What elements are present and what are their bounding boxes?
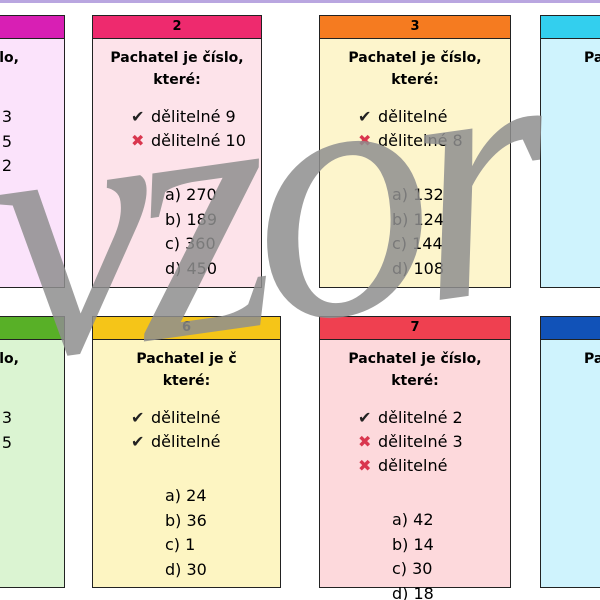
check-icon: ✔ — [358, 107, 372, 126]
option: 3 — [1, 408, 12, 427]
card-header — [541, 317, 600, 340]
check-icon: ✔ — [358, 408, 372, 427]
card: Pachat — [540, 15, 600, 288]
cross-icon: ✖ — [358, 131, 372, 150]
title-line: Pachatel je číslo, — [348, 351, 482, 367]
option: c) 30 — [392, 559, 433, 578]
check-icon: ✔ — [131, 107, 145, 126]
title-line: které: — [162, 373, 211, 389]
criterion-text: dělitelné — [378, 107, 448, 126]
options: a) 24 b) 36 c) 1 d) 30 — [93, 484, 280, 582]
card-header — [0, 16, 64, 39]
card-number: 7 — [320, 317, 510, 340]
criterion-text: dělitelné — [151, 408, 221, 427]
title-line: Pachatel je č — [136, 351, 237, 367]
criterion-text: dělitelné — [378, 456, 448, 475]
criterion: ✔ dělitelné — [358, 105, 510, 129]
title-line: slo, — [0, 50, 19, 66]
option: a) 270 — [165, 185, 217, 204]
option: b) 189 — [165, 209, 218, 229]
title-line: Pachatel je číslo, — [348, 50, 482, 66]
card-number: 2 — [93, 16, 261, 39]
option: d) 450 — [165, 258, 218, 278]
criterion-text: dělitelné 8 — [378, 131, 463, 150]
options: a) 132 b) 124 c) 144 d) 108 — [320, 183, 510, 281]
option: a) 42 — [392, 510, 434, 529]
card-title: Pach — [541, 348, 600, 370]
criterion-text: dělitelné 3 — [378, 432, 463, 451]
option: a) 132 — [392, 185, 444, 204]
options: 3 5 2 — [0, 105, 64, 179]
criterion-text: dělitelné 10 — [151, 131, 246, 150]
title-line: Pachat — [584, 50, 600, 66]
option: 2 — [1, 156, 12, 175]
card-title: slo, — [0, 47, 64, 69]
option: 5 — [1, 432, 12, 452]
option: a) 24 — [165, 486, 207, 505]
option: 3 — [1, 107, 12, 126]
card: slo,35 — [0, 316, 65, 588]
option: d) 30 — [165, 559, 207, 579]
card: Pach — [540, 316, 600, 588]
criteria: ✔ dělitelné 2 ✖ dělitelné 3 ✖ dělitelné — [320, 406, 510, 478]
criterion-text: dělitelné 9 — [151, 107, 236, 126]
card-title: slo, — [0, 348, 64, 370]
card-number: 3 — [320, 16, 510, 39]
criterion: ✔ dělitelné — [131, 430, 280, 454]
option: d) 18 — [392, 583, 434, 600]
criterion: ✔ dělitelné 2 — [358, 406, 510, 430]
option: c) 144 — [392, 234, 443, 253]
card-number: 6 — [93, 317, 280, 340]
title-line: Pach — [584, 351, 600, 367]
options: a) 270 b) 189 c) 360 d) 450 — [93, 183, 261, 281]
criterion: ✔ dělitelné 9 — [131, 105, 261, 129]
title-line: které: — [153, 72, 201, 88]
card-header — [0, 317, 64, 340]
criterion-text: dělitelné — [151, 432, 221, 451]
card: 7 Pachatel je číslo, které: ✔ dělitelné 2 ✖ dě… — [319, 316, 511, 600]
check-icon: ✔ — [131, 432, 145, 451]
criteria: ✔ dělitelné ✔ dělitelné — [93, 406, 280, 454]
card-title: Pachat — [541, 47, 600, 69]
criteria: ✔ dělitelné 9 ✖ dělitelné 10 — [93, 105, 261, 153]
card-title: Pachatel je číslo, které: — [320, 47, 510, 91]
title-line: slo, — [0, 351, 19, 367]
card: 3 Pachatel je číslo, které: ✔ dělitelné ✖ děli… — [319, 15, 511, 288]
criterion-text: dělitelné 2 — [378, 408, 463, 427]
criteria: ✔ dělitelné ✖ dělitelné 8 — [320, 105, 510, 153]
option: b) 124 — [392, 209, 445, 229]
option: b) 14 — [392, 534, 434, 554]
criterion: ✖ dělitelné 10 — [131, 129, 261, 153]
cross-icon: ✖ — [358, 432, 372, 451]
options: a) 42 b) 14 c) 30 d) 18 — [320, 508, 510, 600]
title-line: které: — [391, 72, 439, 88]
option: c) 360 — [165, 234, 216, 253]
card: 2 Pachatel je číslo, které: ✔ dělitelné 9 ✖ dě… — [92, 15, 262, 288]
card-title: Pachatel je č které: — [93, 348, 280, 392]
option: d) 108 — [392, 258, 445, 278]
card-title: Pachatel je číslo, které: — [93, 47, 261, 91]
card-header — [541, 16, 600, 39]
title-line: které: — [391, 373, 439, 389]
cross-icon: ✖ — [358, 456, 372, 475]
card-title: Pachatel je číslo, které: — [320, 348, 510, 392]
criterion: ✔ dělitelné — [131, 406, 280, 430]
criterion: ✖ dělitelné 8 — [358, 129, 510, 153]
option: c) 1 — [165, 535, 196, 554]
title-line: Pachatel je číslo, — [110, 50, 244, 66]
criterion: ✖ dělitelné — [358, 454, 510, 478]
check-icon: ✔ — [131, 408, 145, 427]
cross-icon: ✖ — [131, 131, 145, 150]
criterion: ✖ dělitelné 3 — [358, 430, 510, 454]
option: 5 — [1, 131, 12, 151]
watermark: vzor — [0, 0, 556, 438]
card: 6 Pachatel je č které: ✔ dělitelné ✔ dělitelné… — [92, 316, 281, 588]
option: b) 36 — [165, 510, 207, 530]
card: slo, 3 5 2 — [0, 15, 65, 288]
